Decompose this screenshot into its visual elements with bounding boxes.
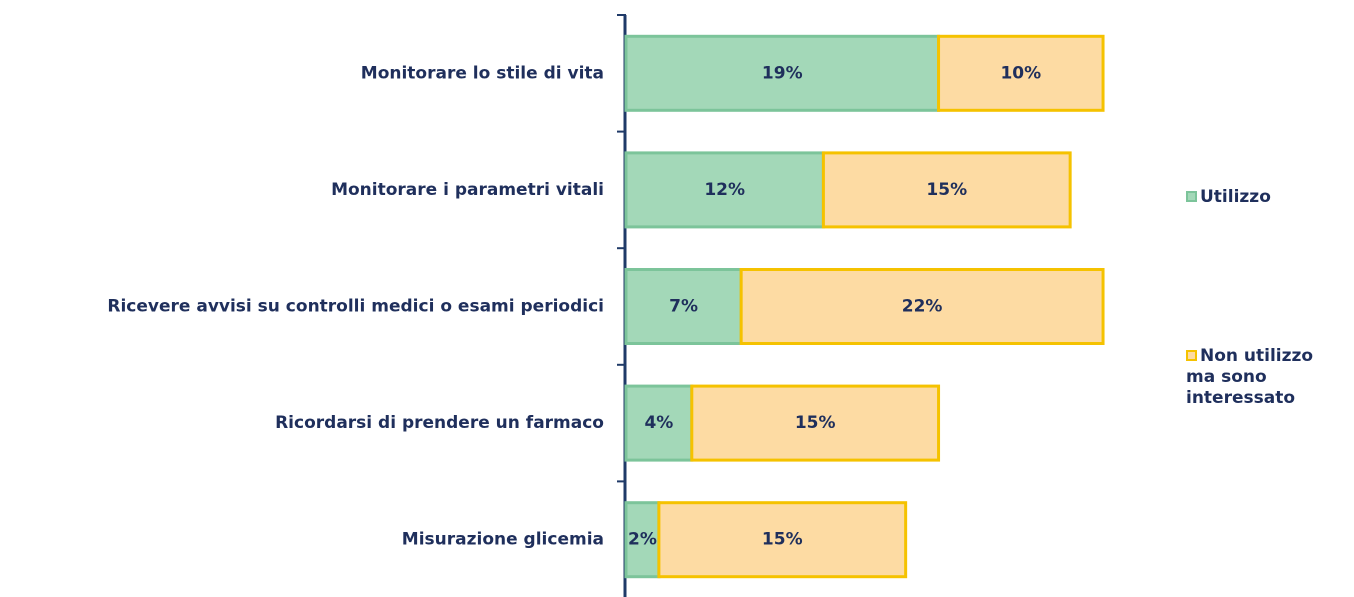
category-label: Ricordarsi di prendere un farmaco	[275, 413, 604, 433]
legend-item: Utilizzo	[1186, 187, 1346, 208]
bar-segment	[624, 501, 661, 579]
bar-segment	[690, 384, 941, 462]
legend-swatch	[1186, 191, 1197, 202]
data-label: 15%	[795, 413, 836, 433]
data-label: 2%	[628, 530, 657, 550]
bar-segment	[624, 384, 694, 462]
legend-swatch	[1186, 350, 1197, 361]
bar-segment	[937, 34, 1105, 112]
category-label: Monitorare i parametri vitali	[331, 180, 604, 200]
data-label: 22%	[902, 297, 943, 317]
data-label: 15%	[926, 180, 967, 200]
data-label: 10%	[1000, 63, 1041, 83]
legend-label: Utilizzo	[1200, 187, 1271, 207]
data-label: 7%	[669, 297, 698, 317]
category-label: Ricevere avvisi su controlli medici o es…	[107, 297, 604, 317]
data-label: 12%	[704, 180, 745, 200]
data-label: 4%	[644, 413, 673, 433]
category-label: Monitorare lo stile di vita	[361, 63, 604, 83]
bar-segment	[739, 268, 1105, 345]
data-label: 15%	[762, 530, 803, 550]
bar-segment	[657, 501, 908, 579]
legend-item: Non utilizzo ma sono interessato	[1186, 346, 1336, 409]
bar-segment	[624, 151, 825, 229]
category-label: Misurazione glicemia	[402, 530, 604, 550]
bar-segment	[821, 151, 1072, 229]
legend-label: Non utilizzo ma sono interessato	[1186, 346, 1314, 408]
data-label: 19%	[762, 63, 803, 83]
